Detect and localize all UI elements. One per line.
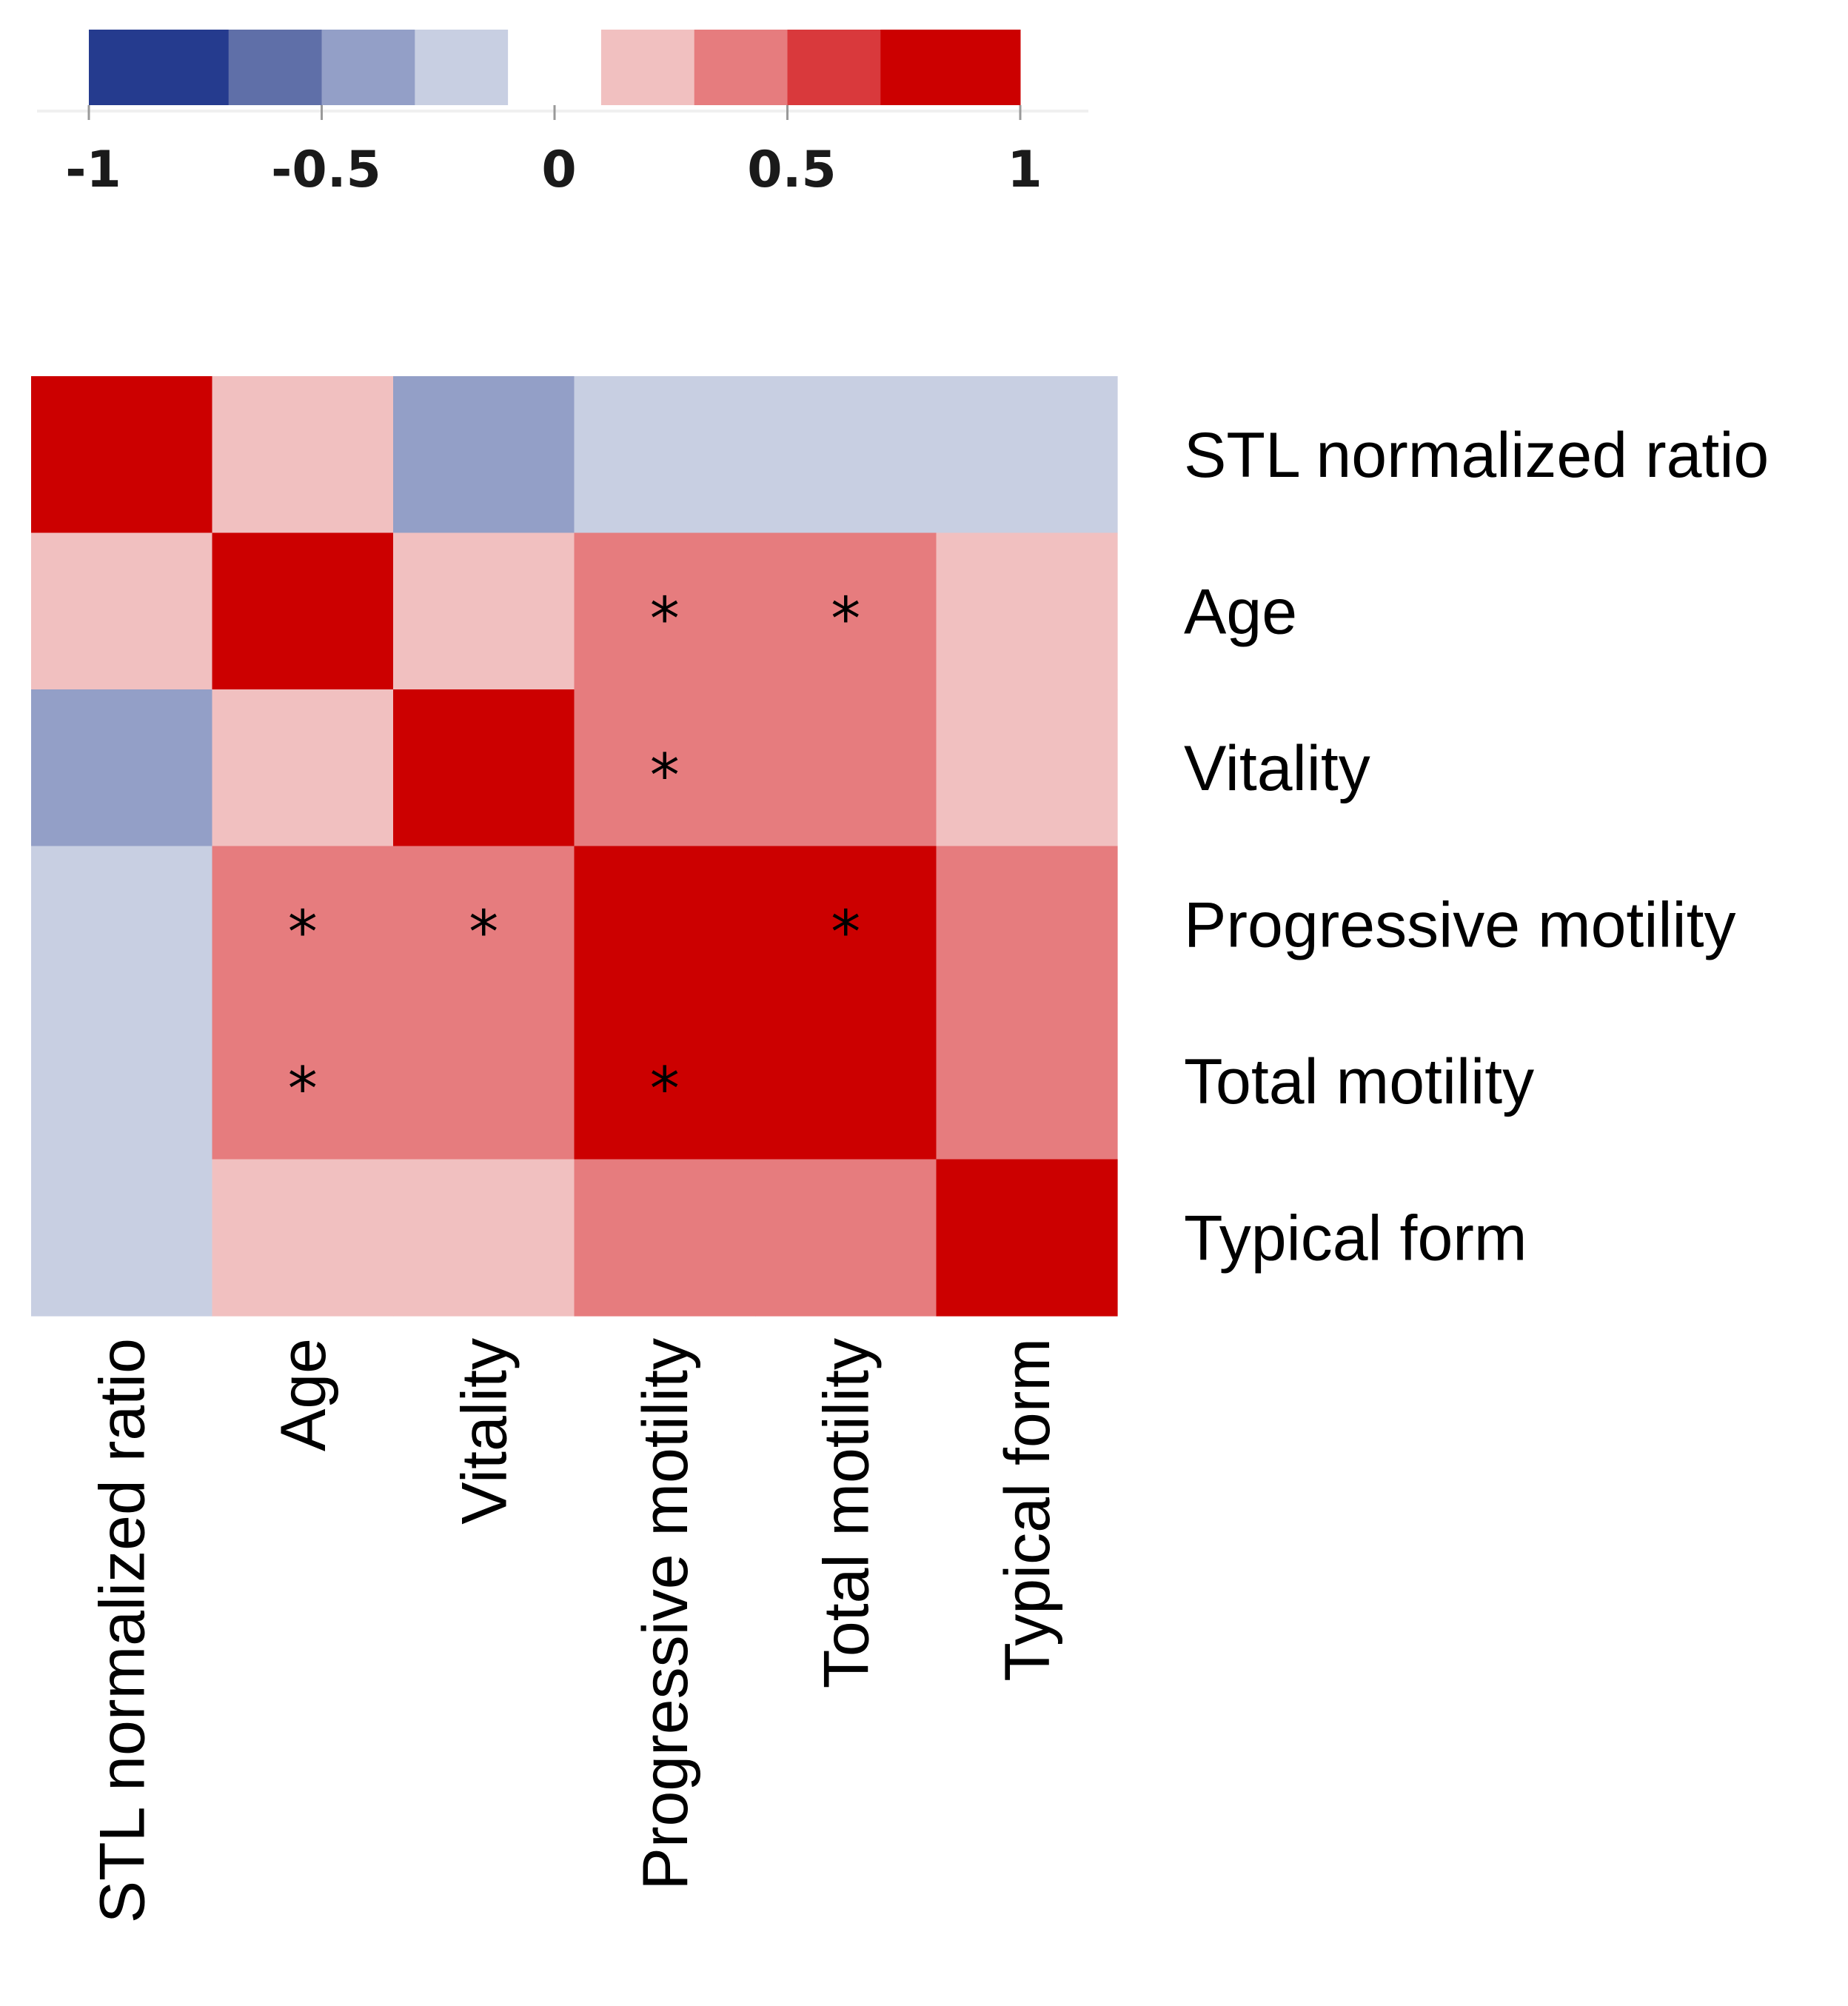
significance-marker: * bbox=[650, 584, 680, 653]
heatmap-cell bbox=[393, 376, 575, 534]
heatmap-cell bbox=[574, 1159, 756, 1317]
heatmap-cell bbox=[212, 689, 394, 847]
heatmap-cell bbox=[31, 532, 213, 690]
colorbar-tick-label: -0.5 bbox=[271, 141, 381, 199]
column-label-typical-form: Typical form bbox=[992, 1338, 1063, 1682]
heatmap-cell bbox=[212, 1003, 394, 1160]
significance-markers: * * * * * * * * bbox=[288, 584, 861, 1123]
heatmap-cell bbox=[574, 689, 756, 847]
heatmap-cell bbox=[212, 846, 394, 1003]
significance-marker: * bbox=[650, 1054, 680, 1123]
heatmap-cell bbox=[574, 532, 756, 690]
heatmap-cell bbox=[212, 376, 394, 534]
heatmap-cell bbox=[755, 1003, 937, 1160]
row-label-vitality: Vitality bbox=[1184, 733, 1370, 804]
column-labels: STL normalized ratio Age Vitality Progressi… bbox=[87, 1338, 1063, 1923]
column-label-progressive-motility: Progressive motility bbox=[630, 1338, 701, 1890]
heatmap-cell bbox=[574, 376, 756, 534]
column-label-stl-normalized-ratio: STL normalized ratio bbox=[87, 1338, 158, 1923]
heatmap-cell bbox=[755, 846, 937, 1003]
heatmap-cell bbox=[31, 689, 213, 847]
colorbar-tick-label: 1 bbox=[1007, 141, 1042, 199]
column-label-total-motility: Total motility bbox=[811, 1338, 882, 1688]
heatmap-cell bbox=[755, 1159, 937, 1317]
heatmap-cell bbox=[212, 1159, 394, 1317]
colorbar-bin-8 bbox=[880, 30, 1021, 105]
colorbar-bin-4 bbox=[508, 30, 602, 105]
row-label-age: Age bbox=[1184, 576, 1297, 647]
heatmap-cell bbox=[755, 532, 937, 690]
heatmap-cell bbox=[755, 376, 937, 534]
row-labels: STL normalized ratio Age Vitality Progressi… bbox=[1184, 420, 1769, 1274]
colorbar-tick-label: 0 bbox=[541, 141, 576, 199]
heatmap-cell bbox=[755, 689, 937, 847]
row-label-total-motility: Total motility bbox=[1184, 1046, 1534, 1117]
heatmap-cell bbox=[212, 532, 394, 690]
colorbar: -1 -0.5 0 0.5 1 bbox=[37, 30, 1088, 199]
significance-marker: * bbox=[288, 1054, 318, 1123]
heatmap-cell bbox=[31, 1003, 213, 1160]
significance-marker: * bbox=[288, 897, 318, 966]
heatmap-cell bbox=[574, 846, 756, 1003]
colorbar-bin-5 bbox=[600, 30, 695, 105]
heatmap-cell bbox=[936, 532, 1118, 690]
row-label-stl-normalized-ratio: STL normalized ratio bbox=[1184, 420, 1769, 491]
colorbar-bins bbox=[89, 30, 1021, 105]
colorbar-tick-label: 0.5 bbox=[747, 141, 836, 199]
heatmap-cells bbox=[31, 376, 1118, 1317]
colorbar-bin-7 bbox=[787, 30, 881, 105]
heatmap-cell bbox=[936, 1159, 1118, 1317]
heatmap: * * * * * * * * STL normalized ratio Age Vitality… bbox=[31, 376, 1769, 1923]
significance-marker: * bbox=[469, 897, 498, 966]
column-label-age: Age bbox=[268, 1338, 339, 1451]
significance-marker: * bbox=[831, 584, 860, 653]
colorbar-ticks: -1 -0.5 0 0.5 1 bbox=[65, 105, 1042, 199]
colorbar-bin-0 bbox=[89, 30, 230, 105]
colorbar-bin-1 bbox=[228, 30, 322, 105]
heatmap-cell bbox=[574, 1003, 756, 1160]
significance-marker: * bbox=[831, 897, 860, 966]
colorbar-tick-label: -1 bbox=[65, 141, 121, 199]
colorbar-bin-6 bbox=[694, 30, 788, 105]
heatmap-cell bbox=[31, 846, 213, 1003]
heatmap-cell bbox=[31, 1159, 213, 1317]
heatmap-cell bbox=[393, 846, 575, 1003]
significance-marker: * bbox=[650, 741, 680, 810]
heatmap-cell bbox=[936, 376, 1118, 534]
column-label-vitality: Vitality bbox=[449, 1338, 520, 1525]
heatmap-cell bbox=[936, 846, 1118, 1003]
row-label-typical-form: Typical form bbox=[1184, 1203, 1527, 1274]
heatmap-cell bbox=[393, 1003, 575, 1160]
heatmap-cell bbox=[936, 1003, 1118, 1160]
heatmap-cell bbox=[393, 532, 575, 690]
heatmap-cell bbox=[31, 376, 213, 534]
row-label-progressive-motility: Progressive motility bbox=[1184, 889, 1736, 960]
colorbar-bin-2 bbox=[321, 30, 415, 105]
heatmap-cell bbox=[393, 1159, 575, 1317]
heatmap-cell bbox=[936, 689, 1118, 847]
colorbar-bin-3 bbox=[415, 30, 509, 105]
heatmap-cell bbox=[393, 689, 575, 847]
